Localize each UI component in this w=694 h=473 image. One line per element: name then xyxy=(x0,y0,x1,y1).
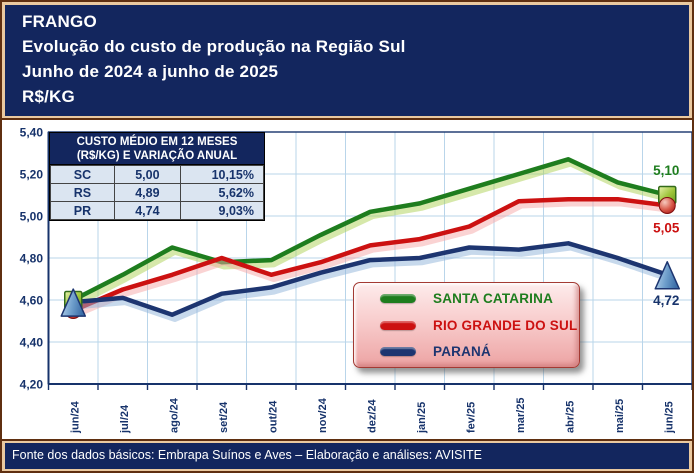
svg-text:5,20: 5,20 xyxy=(20,168,44,182)
series-line xyxy=(71,157,670,303)
svg-text:abr/25: abr/25 xyxy=(564,401,576,433)
svg-text:set/24: set/24 xyxy=(218,401,230,433)
x-axis-labels: jun/24 jul/24 ago/24 set/24 out/24 nov/24 dez/… xyxy=(69,397,675,434)
header-unit: R$/KG xyxy=(22,87,75,106)
header-bar: FRANGO Evolução do custo de produção na … xyxy=(2,2,692,118)
state-cell: PR xyxy=(50,201,115,220)
svg-text:4,20: 4,20 xyxy=(20,378,44,392)
svg-text:fev/25: fev/25 xyxy=(465,402,477,433)
sphere-marker-icon xyxy=(658,197,676,214)
table-row-sc: SC 5,00 10,15% xyxy=(50,165,265,184)
value-cell: 4,74 xyxy=(113,201,181,220)
state-cell: RS xyxy=(50,183,115,202)
y-axis-labels: 4,20 4,40 4,60 4,80 5,00 5,20 5,40 xyxy=(20,126,44,392)
table-row-rs: RS 4,89 5,62% xyxy=(50,183,265,202)
variation-cell: 10,15% xyxy=(179,165,265,184)
series-glow xyxy=(72,160,673,308)
svg-text:5,00: 5,00 xyxy=(20,210,44,224)
legend-label: RIO GRANDE DO SUL xyxy=(433,317,578,333)
legend-item-santa-catarina: SANTA CATARINA xyxy=(380,291,579,306)
svg-text:5,10: 5,10 xyxy=(653,163,679,178)
legend-item-rio-grande-do-sul: RIO GRANDE DO SUL xyxy=(380,318,579,333)
table-row-pr: PR 4,74 9,03% xyxy=(50,201,265,220)
svg-text:5,05: 5,05 xyxy=(653,221,680,236)
value-cell: 5,00 xyxy=(113,165,181,184)
svg-text:mai/25: mai/25 xyxy=(614,399,626,433)
blue-line-swatch-icon xyxy=(380,347,416,356)
header-product-title: FRANGO xyxy=(22,12,97,31)
legend-item-parana: PARANÁ xyxy=(380,344,579,359)
svg-text:5,40: 5,40 xyxy=(20,126,44,140)
svg-text:4,80: 4,80 xyxy=(20,252,44,266)
state-cell: SC xyxy=(50,165,115,184)
header-period: Junho de 2024 a junho de 2025 xyxy=(22,62,279,81)
series-glow xyxy=(72,244,673,322)
summary-table: CUSTO MÉDIO EM 12 MESES (R$/KG) E VARIAÇ… xyxy=(49,132,265,221)
footer: Fonte dos dados básicos: Embrapa Suínos … xyxy=(2,439,692,471)
svg-text:jun/25: jun/25 xyxy=(663,401,675,434)
legend-label: PARANÁ xyxy=(433,344,491,359)
variation-cell: 5,62% xyxy=(179,183,265,202)
value-cell: 4,89 xyxy=(113,183,181,202)
x-tick-marks xyxy=(47,384,692,390)
source-note: Fonte dos dados básicos: Embrapa Suínos … xyxy=(12,448,482,462)
svg-text:nov/24: nov/24 xyxy=(317,397,329,433)
series-line xyxy=(71,241,670,317)
end-value-labels: 5,10 5,05 4,72 xyxy=(653,163,680,308)
svg-text:jan/25: jan/25 xyxy=(416,402,428,434)
pyramid-marker-icon xyxy=(60,288,86,317)
svg-text:4,40: 4,40 xyxy=(20,336,44,350)
svg-text:mar/25: mar/25 xyxy=(515,398,527,433)
svg-text:dez/24: dez/24 xyxy=(366,398,378,433)
green-line-swatch-icon xyxy=(380,294,416,303)
pyramid-marker-icon xyxy=(654,261,680,290)
summary-table-title-line2: (R$/KG) E VARIAÇÃO ANUAL xyxy=(76,150,238,162)
series-line xyxy=(71,196,670,313)
variation-cell: 9,03% xyxy=(179,201,265,220)
footer-bar: Fonte dos dados básicos: Embrapa Suínos … xyxy=(2,441,692,471)
chart-area: 4,20 4,40 4,60 4,80 5,00 5,20 5,40 jun/24 jul/24… xyxy=(2,120,692,439)
legend-label: SANTA CATARINA xyxy=(433,291,554,306)
legend: SANTA CATARINA RIO GRANDE DO SUL PARANÁ xyxy=(353,282,580,368)
series-glow xyxy=(72,199,673,318)
summary-table-header: CUSTO MÉDIO EM 12 MESES (R$/KG) E VARIAÇ… xyxy=(50,133,264,165)
svg-text:jun/24: jun/24 xyxy=(69,400,81,434)
summary-table-title-line1: CUSTO MÉDIO EM 12 MESES xyxy=(76,136,238,148)
svg-text:4,72: 4,72 xyxy=(653,293,679,308)
svg-text:ago/24: ago/24 xyxy=(168,397,180,433)
header: FRANGO Evolução do custo de produção na … xyxy=(2,2,692,120)
red-line-swatch-icon xyxy=(380,320,416,330)
header-subtitle: Evolução do custo de produção na Região … xyxy=(22,37,406,56)
svg-text:out/24: out/24 xyxy=(267,400,279,433)
svg-text:4,60: 4,60 xyxy=(20,294,44,308)
svg-text:jul/24: jul/24 xyxy=(119,404,131,434)
